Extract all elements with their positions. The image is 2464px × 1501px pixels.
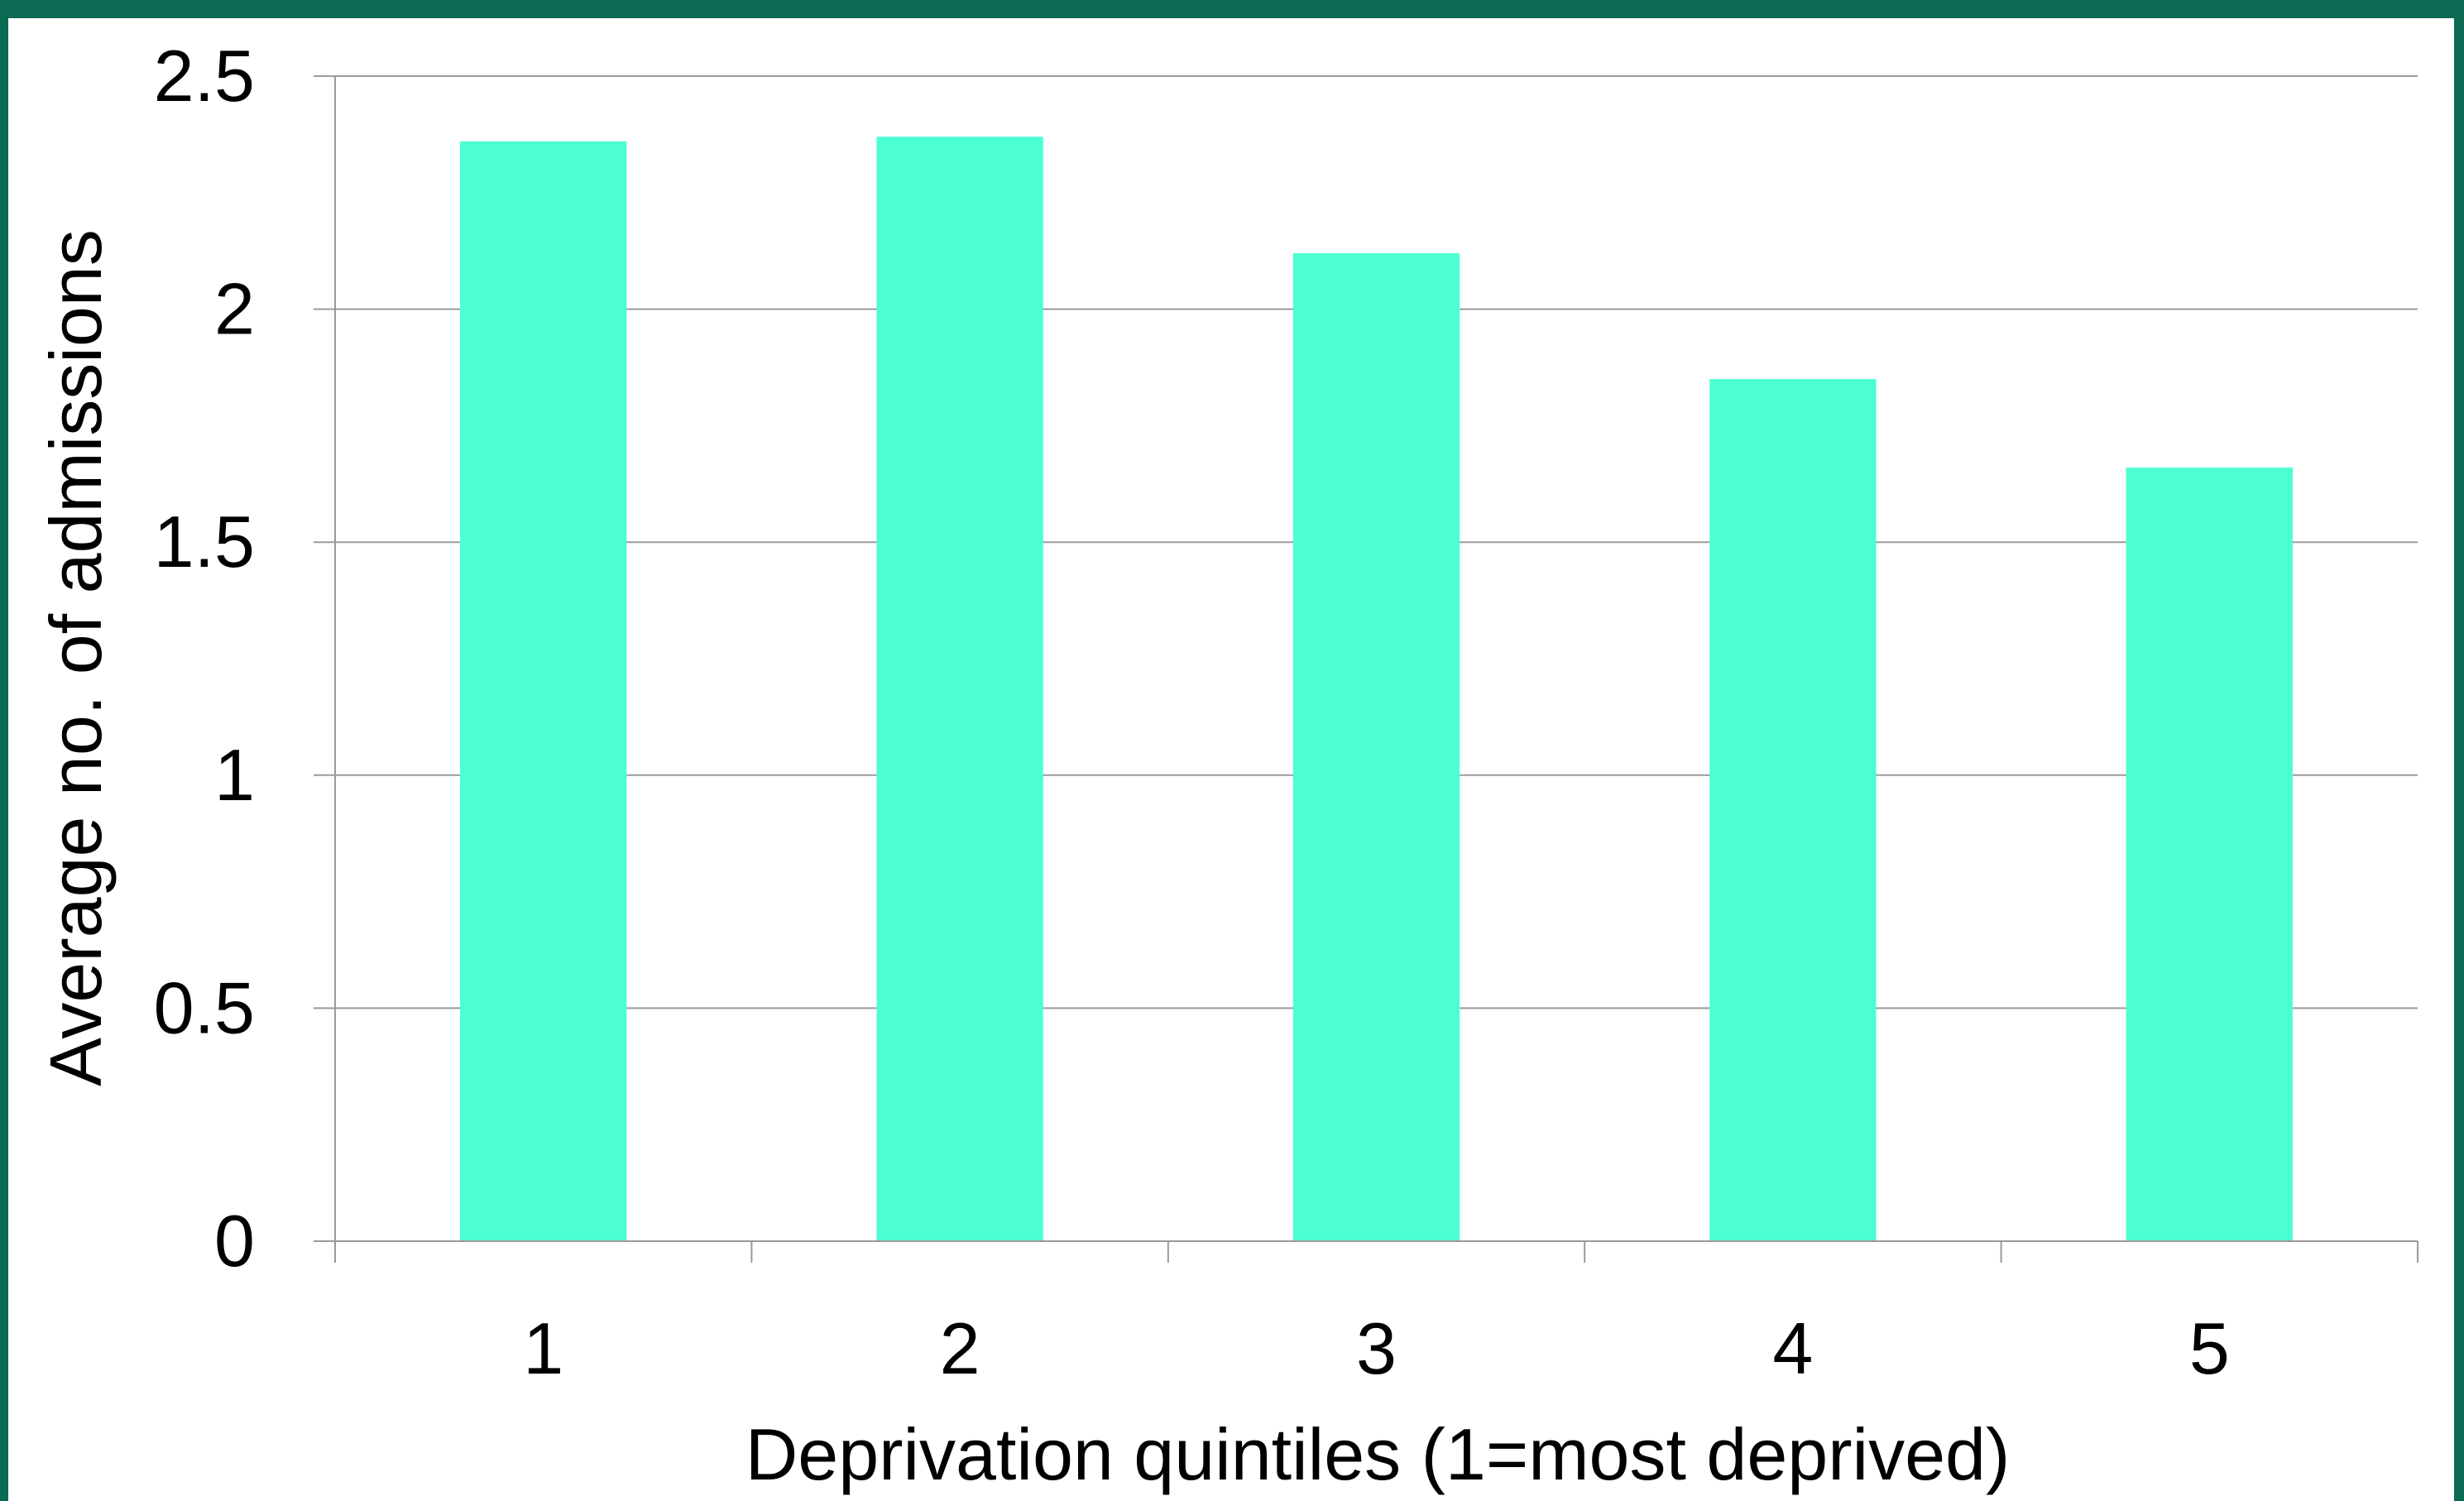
axes bbox=[314, 75, 2418, 1263]
y-tick-label: 1.5 bbox=[154, 501, 255, 583]
x-tick-label: 5 bbox=[2189, 1307, 2230, 1389]
chart-panel bbox=[8, 18, 2454, 1501]
x-tick-label: 2 bbox=[940, 1307, 980, 1389]
bar-4 bbox=[1709, 379, 1877, 1242]
y-tick-label: 1 bbox=[214, 734, 255, 816]
bar-2 bbox=[876, 137, 1043, 1241]
y-axis-title: Average no. of admissions bbox=[35, 229, 117, 1086]
bars bbox=[460, 137, 2293, 1242]
bar-3 bbox=[1292, 253, 1460, 1241]
x-tick-label: 4 bbox=[1772, 1307, 1813, 1389]
x-axis-title: Deprivation quintiles (1=most deprived) bbox=[745, 1413, 2011, 1495]
y-tick-label: 0.5 bbox=[154, 966, 255, 1048]
y-tick-label: 0 bbox=[214, 1200, 255, 1282]
y-tick-label: 2.5 bbox=[154, 35, 255, 117]
bar-5 bbox=[2126, 468, 2293, 1241]
x-tick-label: 3 bbox=[1356, 1307, 1397, 1389]
y-tick-labels: 0 0.5 1 1.5 2 2.5 bbox=[154, 35, 255, 1282]
bar-1 bbox=[460, 141, 627, 1241]
x-tick-label: 1 bbox=[523, 1307, 563, 1389]
y-tick-label: 2 bbox=[214, 268, 255, 350]
x-tick-labels: 1 2 3 4 5 bbox=[523, 1307, 2230, 1389]
